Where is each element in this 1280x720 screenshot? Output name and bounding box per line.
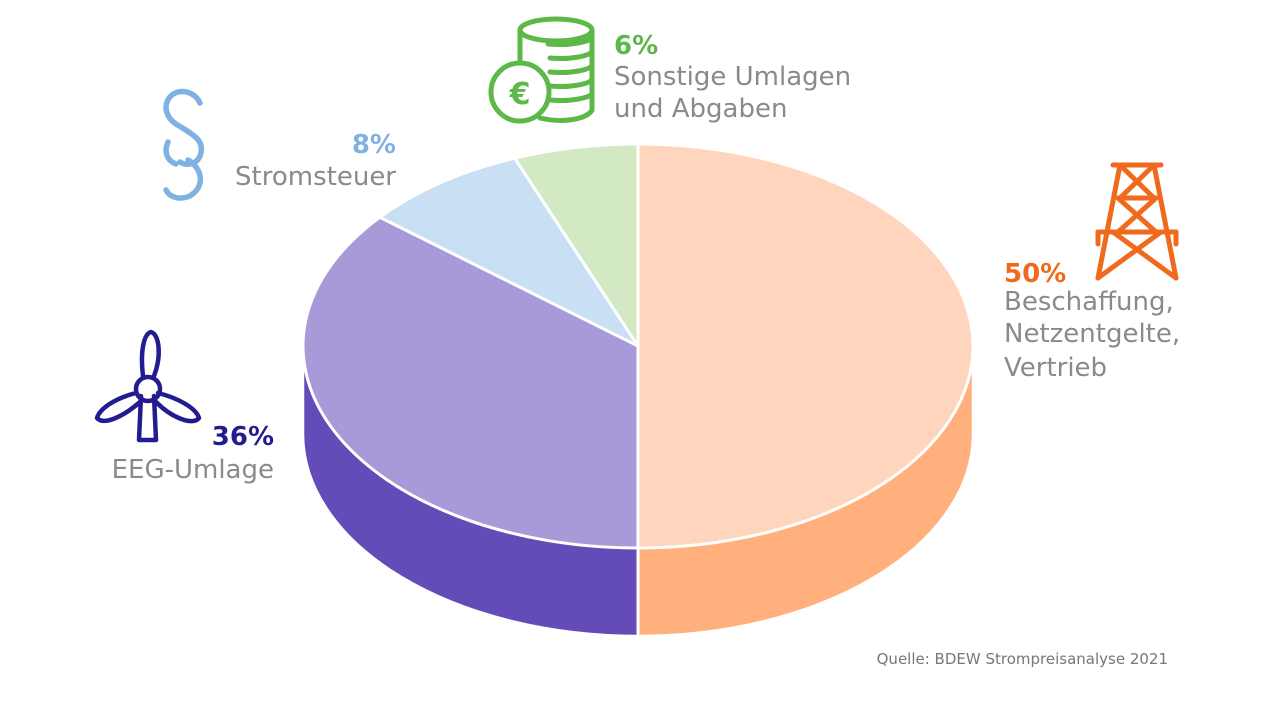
slice-4-label-line-1: Sonstige Umlagen xyxy=(614,62,851,92)
slice-4-value: 6% xyxy=(614,31,658,61)
slice-3-label: Stromsteuer xyxy=(235,162,396,192)
euro-coins-icon: € xyxy=(488,16,595,124)
pylon-icon-group xyxy=(1095,162,1179,281)
slice-3-value: 8% xyxy=(352,130,396,160)
slice-1-label-line-1: Beschaffung, xyxy=(1004,287,1174,317)
power-pylon-icon xyxy=(1095,162,1179,281)
pie-slice-2 xyxy=(301,215,640,550)
slice-1-label-line-3: Vertrieb xyxy=(1004,353,1107,383)
source-note: Quelle: BDEW Strompreisanalyse 2021 xyxy=(877,650,1168,668)
slice-1-label-line-2: Netzentgelte, xyxy=(1004,319,1180,349)
pie-slice-3 xyxy=(378,156,640,348)
wind-turbine-icon xyxy=(94,329,202,443)
slice-2-value: 36% xyxy=(212,422,274,452)
paragraph-icon xyxy=(163,88,205,201)
slice-1-value: 50% xyxy=(1004,259,1066,289)
pie-slice-1 xyxy=(636,142,975,550)
slice-2-label: EEG-Umlage xyxy=(112,455,274,485)
pie-slice-4 xyxy=(513,142,640,348)
svg-text:€: € xyxy=(509,77,531,112)
slice-4-label-line-2: und Abgaben xyxy=(614,94,787,124)
pie-3d xyxy=(301,142,975,638)
